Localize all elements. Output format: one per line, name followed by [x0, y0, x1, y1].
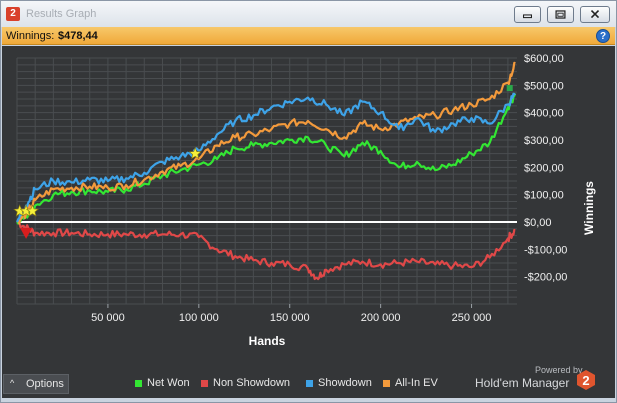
legend-label: All-In EV [395, 377, 438, 389]
y-tick-label: $500,00 [524, 80, 564, 92]
legend-label: Non Showdown [213, 377, 291, 389]
legend-item-showdown[interactable]: Showdown [306, 377, 386, 391]
title-bar[interactable]: 2 Results Graph [1, 1, 616, 27]
x-axis-title: Hands [249, 334, 286, 348]
brand-name: Hold'em Manager [475, 376, 570, 390]
x-tick-label: 250 000 [452, 312, 492, 324]
x-tick-label: 200 000 [361, 312, 401, 324]
y-tick-label: $400,00 [524, 108, 564, 120]
star-marker [188, 146, 202, 160]
maximize-button[interactable] [547, 6, 574, 23]
winnings-label: Winnings: [6, 30, 55, 42]
legend-item-all-in-ev[interactable]: All-In EV [383, 377, 459, 391]
legend-swatch [201, 380, 208, 387]
minimize-icon [523, 14, 532, 19]
help-icon[interactable]: ? [596, 29, 610, 43]
chart-grid [16, 57, 517, 305]
square-marker [506, 85, 513, 92]
y-axis-title: Winnings [582, 181, 596, 235]
options-label: Options [26, 378, 64, 390]
chart-markers [13, 85, 513, 239]
legend-item-net-won[interactable]: Net Won [135, 377, 205, 391]
x-tick-label: 150 000 [270, 312, 310, 324]
minimize-button[interactable] [514, 6, 541, 23]
series-line-all-in-ev [16, 61, 516, 225]
series-line-net-won [16, 93, 517, 225]
chart-axes: 50 000 100 000 150 000 200 000 250 000 -$200,… [91, 53, 567, 324]
results-line-chart: 50 000 100 000 150 000 200 000 250 000 -$200,… [13, 53, 596, 348]
chevron-up-icon: ^ [10, 378, 15, 388]
close-button[interactable] [580, 6, 610, 23]
logo-glyph: 2 [582, 373, 589, 388]
y-tick-label: $300,00 [524, 135, 564, 147]
legend-label: Net Won [147, 377, 190, 389]
window-title: Results Graph [26, 8, 97, 20]
chart-panel: 50 000 100 000 150 000 200 000 250 000 -$200,… [2, 46, 615, 398]
powered-by-text: Powered by [535, 365, 583, 375]
star-marker [25, 204, 39, 217]
legend-swatch [383, 380, 390, 387]
y-tick-label: $600,00 [524, 53, 564, 65]
y-tick-label: -$200,00 [524, 272, 567, 284]
y-tick-label: -$100,00 [524, 244, 567, 256]
legend-swatch [306, 380, 313, 387]
series-line-non-showdown [16, 221, 516, 281]
maximize-icon [555, 10, 566, 19]
y-tick-label: $200,00 [524, 162, 564, 174]
legend-label: Showdown [318, 377, 372, 389]
series-line-showdown [15, 92, 516, 223]
options-button[interactable]: ^ Options [3, 374, 69, 394]
chart-series [15, 61, 517, 281]
y-tick-label: $0,00 [524, 217, 552, 229]
holdem-manager-logo-icon: 2 [577, 370, 595, 390]
holdem-manager-app-icon: 2 [6, 7, 20, 21]
y-tick-label: $100,00 [524, 190, 564, 202]
winnings-info-bar: Winnings: $478,44 ? [2, 27, 615, 45]
winnings-value: $478,44 [58, 30, 98, 42]
close-icon [590, 9, 600, 19]
x-tick-label: 100 000 [179, 312, 219, 324]
legend-swatch [135, 380, 142, 387]
triangle-marker [20, 227, 33, 239]
legend-item-non-showdown[interactable]: Non Showdown [201, 377, 301, 391]
x-tick-label: 50 000 [91, 312, 125, 324]
